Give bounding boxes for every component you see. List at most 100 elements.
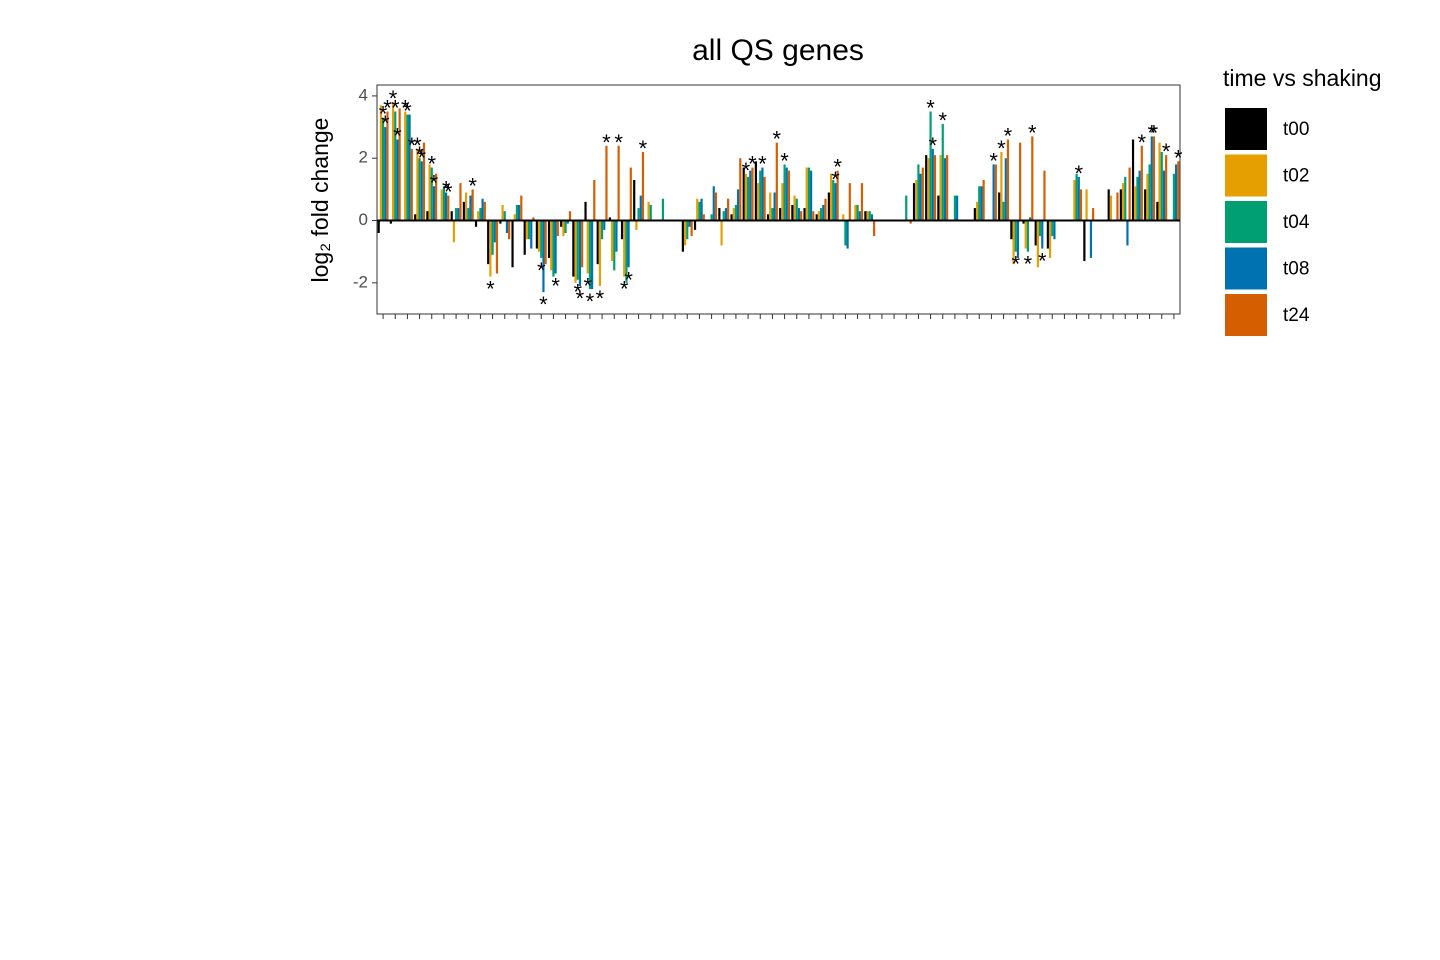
significance-star: * xyxy=(614,130,623,155)
bar xyxy=(724,208,728,221)
bar xyxy=(1019,142,1022,221)
bar xyxy=(508,220,511,240)
significance-star: * xyxy=(383,95,392,120)
bar xyxy=(980,186,983,221)
legend-key xyxy=(1225,154,1267,197)
bar xyxy=(1046,220,1049,249)
bar xyxy=(1048,220,1052,258)
bar xyxy=(797,208,801,221)
bar xyxy=(1148,164,1151,221)
bar xyxy=(761,167,764,221)
bar xyxy=(404,111,407,221)
bar xyxy=(824,198,827,221)
bar xyxy=(544,220,547,265)
bar xyxy=(635,220,638,230)
bar xyxy=(535,220,538,249)
bar xyxy=(1073,180,1076,221)
bar xyxy=(829,173,833,221)
bar xyxy=(917,164,920,221)
bar xyxy=(933,155,937,221)
bar xyxy=(603,220,606,230)
bar xyxy=(464,192,468,221)
bar xyxy=(943,158,947,221)
bar xyxy=(452,220,455,243)
bar xyxy=(661,198,665,221)
bar xyxy=(523,220,526,255)
bar xyxy=(775,142,778,221)
bar xyxy=(432,186,436,221)
bar xyxy=(686,220,689,240)
significance-star: * xyxy=(408,133,417,158)
bar xyxy=(1160,151,1163,221)
bar xyxy=(931,148,934,221)
bar xyxy=(844,220,847,246)
bar xyxy=(447,195,450,221)
bar xyxy=(791,204,794,221)
bar xyxy=(505,220,509,233)
bar xyxy=(832,180,835,221)
bar xyxy=(688,220,691,227)
bar xyxy=(771,208,774,221)
bar xyxy=(915,180,918,221)
bar xyxy=(1083,220,1086,262)
bar xyxy=(766,214,770,221)
bar xyxy=(454,208,458,221)
bar xyxy=(846,220,849,249)
bar xyxy=(793,195,796,221)
significance-star: * xyxy=(539,292,548,317)
bar xyxy=(1177,161,1180,221)
bar xyxy=(420,161,423,221)
significance-star: * xyxy=(583,273,592,298)
y-tick-label: 2 xyxy=(359,148,368,167)
significance-star: * xyxy=(381,111,390,136)
significance-star: * xyxy=(573,280,582,305)
bar xyxy=(625,220,628,283)
bar xyxy=(746,176,750,221)
bar xyxy=(803,208,806,221)
bar xyxy=(681,220,684,252)
bar xyxy=(1041,220,1044,249)
bar xyxy=(620,220,624,240)
bar xyxy=(795,198,798,221)
bar xyxy=(1116,192,1119,221)
significance-star: * xyxy=(1011,252,1020,277)
significance-star: * xyxy=(551,273,560,298)
bar xyxy=(1029,217,1032,221)
bar xyxy=(698,201,701,221)
significance-star: * xyxy=(780,148,789,173)
significance-star: * xyxy=(748,152,757,177)
bar xyxy=(596,220,599,265)
significance-star: * xyxy=(1138,130,1147,155)
bar xyxy=(572,220,575,277)
bar xyxy=(1038,220,1042,237)
bar xyxy=(598,220,601,286)
bar xyxy=(1022,220,1025,224)
bar xyxy=(1165,155,1168,221)
significance-star: * xyxy=(486,277,495,302)
significance-star: * xyxy=(393,124,402,149)
significance-star: * xyxy=(1174,145,1183,170)
bar xyxy=(1126,220,1129,246)
bar xyxy=(953,195,957,221)
bar xyxy=(1156,201,1159,221)
bar xyxy=(834,183,837,221)
bar xyxy=(499,220,502,224)
legend-key xyxy=(1225,294,1267,336)
bar xyxy=(848,183,851,221)
bar xyxy=(868,211,871,221)
bar xyxy=(591,220,594,290)
bar xyxy=(442,186,446,221)
bar xyxy=(1043,170,1046,221)
bar xyxy=(1109,195,1112,221)
significance-star: * xyxy=(1074,161,1083,186)
significance-star: * xyxy=(413,133,422,158)
bar xyxy=(756,183,760,221)
bar xyxy=(487,220,490,265)
bar xyxy=(866,211,869,221)
bar xyxy=(921,167,924,221)
significance-star: * xyxy=(1024,252,1033,277)
bar xyxy=(722,211,725,221)
bar xyxy=(552,220,555,277)
bar xyxy=(1077,176,1080,221)
significance-star: * xyxy=(1004,124,1013,149)
